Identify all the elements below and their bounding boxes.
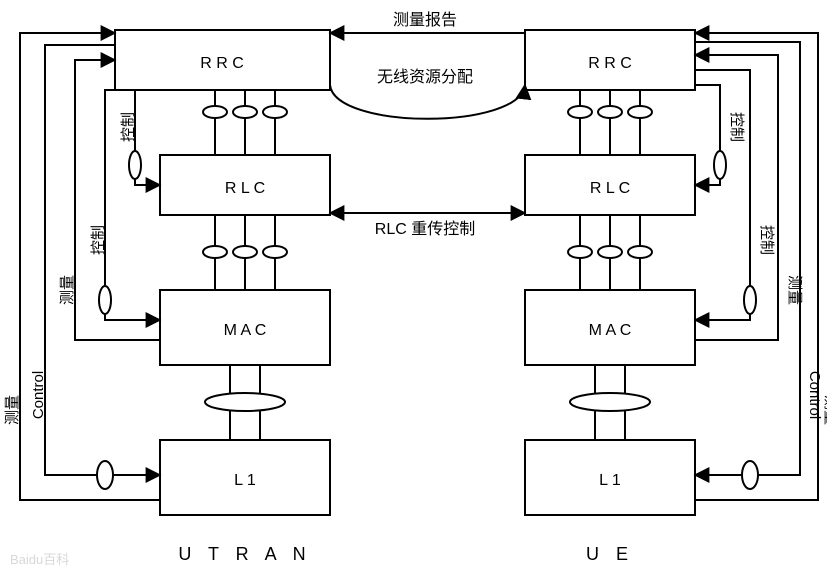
path-right-ctrl2 bbox=[695, 70, 750, 320]
label-rlc-retx: RLC 重传控制 bbox=[375, 220, 475, 238]
label-meas-report: 测量报告 bbox=[393, 11, 457, 29]
node-right-ctrl1 bbox=[714, 151, 726, 179]
conn-right-rlc-mac bbox=[568, 215, 652, 290]
vlabel-left-meas1: 测量 bbox=[59, 275, 76, 305]
conn-left-rlc-mac bbox=[203, 215, 287, 290]
conn-right-mac-l1 bbox=[570, 365, 650, 440]
vlabel-left-ctrl1: 控制 bbox=[120, 112, 137, 142]
label-left-l1: L 1 bbox=[234, 472, 256, 489]
label-left-rrc: R R C bbox=[200, 55, 244, 72]
conn-left-rrc-rlc bbox=[203, 90, 287, 155]
conn-left-mac-l1 bbox=[205, 365, 285, 440]
vlabel-right-control: Control bbox=[806, 371, 823, 419]
label-right-l1: L 1 bbox=[599, 472, 621, 489]
node-right-ctrl2 bbox=[744, 286, 756, 314]
watermark: Baidu百科 bbox=[10, 552, 69, 567]
label-right-mac: M A C bbox=[589, 322, 632, 339]
arrow-radio-alloc bbox=[330, 85, 525, 119]
path-right-meas1 bbox=[695, 55, 778, 340]
vlabel-left-meas2: 测量 bbox=[4, 395, 21, 425]
label-right-rrc: R R C bbox=[588, 55, 632, 72]
vlabel-left-control: Control bbox=[30, 371, 47, 419]
path-right-control bbox=[695, 42, 800, 475]
col-label-utran: U T R A N bbox=[178, 544, 311, 564]
vlabel-right-ctrl1: 控制 bbox=[728, 112, 745, 142]
path-left-control bbox=[45, 45, 160, 475]
label-radio-alloc: 无线资源分配 bbox=[377, 68, 473, 86]
label-left-mac: M A C bbox=[224, 322, 267, 339]
col-label-ue: U E bbox=[586, 544, 634, 564]
node-left-control bbox=[97, 461, 113, 489]
conn-right-rrc-rlc bbox=[568, 90, 652, 155]
label-left-rlc: R L C bbox=[225, 180, 265, 197]
label-right-rlc: R L C bbox=[590, 180, 630, 197]
node-left-ctrl2 bbox=[99, 286, 111, 314]
path-left-meas2 bbox=[20, 33, 160, 500]
vlabel-right-meas2: 测量 bbox=[822, 395, 827, 425]
path-left-meas1 bbox=[75, 60, 160, 340]
node-right-control bbox=[742, 461, 758, 489]
vlabel-right-ctrl2: 控制 bbox=[758, 225, 775, 255]
node-left-ctrl1 bbox=[129, 151, 141, 179]
vlabel-left-ctrl2: 控制 bbox=[90, 225, 107, 255]
